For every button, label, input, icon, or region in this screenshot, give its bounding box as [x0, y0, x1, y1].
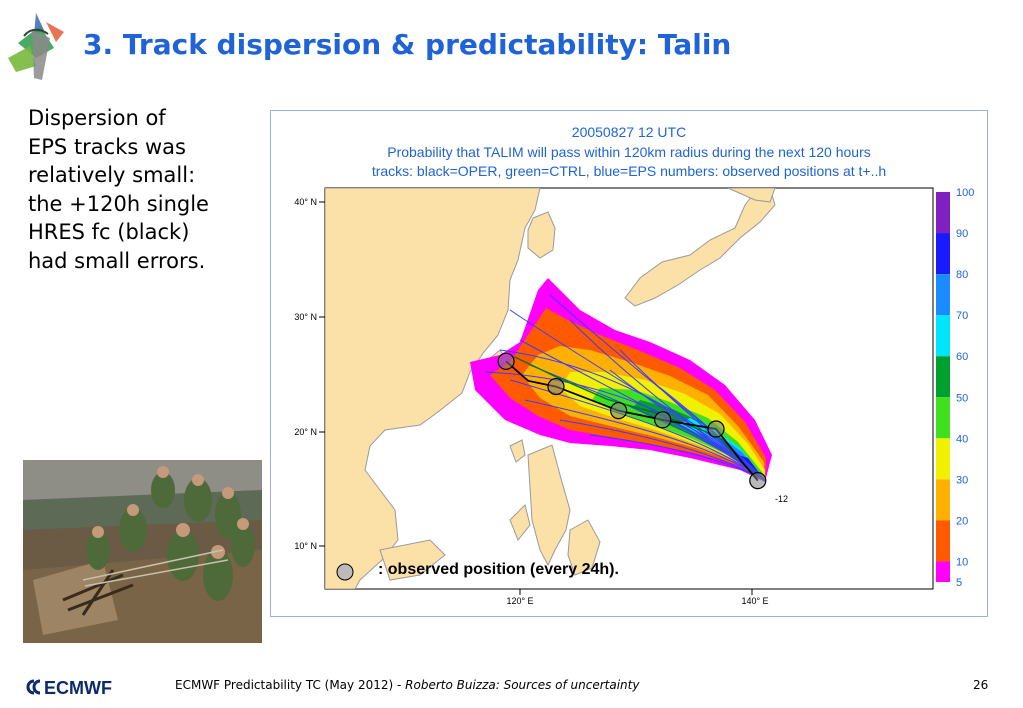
eps-track: [589, 434, 766, 481]
ecmwf-header-logo: [8, 13, 64, 80]
figure-subtitle: Probability that TALIM will pass within …: [387, 144, 871, 160]
colorbar-bin: [936, 315, 950, 357]
observed-position-marker: [749, 472, 767, 490]
eps-track: [509, 379, 766, 481]
observed-position-marker: [497, 352, 515, 370]
coastlines: [325, 188, 776, 589]
ctrl-track: [513, 356, 759, 479]
footer-author: Roberto Buizza: Sources of uncertainty: [405, 678, 640, 692]
colorbar-tick-label: 100: [956, 187, 974, 199]
colorbar-tick-label: 10: [956, 556, 968, 568]
ecmwf-footer-logo: ECMWF: [26, 678, 112, 697]
footer-meeting: ECMWF Predictability TC (May 2012) -: [175, 678, 406, 692]
eps-track: [559, 419, 766, 481]
figure-legend-line: tracks: black=OPER, green=CTRL, blue=EPS…: [372, 163, 886, 179]
colorbar-tick-label: 60: [956, 351, 968, 363]
eps-track: [524, 399, 766, 481]
body-line: relatively small:: [28, 163, 196, 187]
colorbar-tick-label: 5: [956, 577, 962, 589]
lon-label-140E: 140° E: [741, 596, 768, 606]
observed-position-marker: [547, 377, 565, 396]
body-line: EPS tracks was: [28, 134, 186, 159]
colorbar-tick-label: 40: [956, 433, 968, 445]
rescue-photo: [23, 460, 262, 643]
colorbar-tick-label: 90: [956, 228, 968, 240]
oper-track: [505, 360, 759, 482]
oper-track-line: [505, 360, 759, 482]
ctrl-track-line: [513, 356, 759, 479]
lat-label-10N: 10° N: [294, 541, 317, 551]
colorbar-bin: [936, 274, 950, 316]
footer-logo-text: ECMWF: [44, 678, 112, 697]
body-line: Dispersion of: [28, 106, 166, 130]
observed-position-note: : observed position (every 24h).: [378, 561, 619, 578]
lat-label-20N: 20° N: [294, 427, 317, 437]
colorbar-bin: [936, 192, 950, 234]
colorbar-bin: [936, 520, 950, 562]
colorbar-tick-label: 70: [956, 310, 968, 322]
observed-position-marker: [610, 402, 628, 420]
lat-label-40N: 40° N: [294, 197, 317, 207]
observed-position-marker: [707, 420, 725, 438]
track-number-label: -12: [775, 494, 788, 504]
colorbar-tick-label: 50: [956, 392, 968, 404]
observed-positions: [497, 352, 767, 490]
colorbar-tick-label: 30: [956, 474, 968, 486]
observed-position-marker: [654, 411, 672, 429]
footer-caption: ECMWF Predictability TC (May 2012) - Rob…: [175, 678, 639, 692]
lon-label-120E: 120° E: [506, 596, 533, 606]
colorbar-bin: [936, 479, 950, 521]
figure-date: 20050827 12 UTC: [572, 124, 686, 140]
slide-title: 3. Track dispersion & predictability: Ta…: [83, 28, 732, 61]
colorbar-tick-label: 80: [956, 269, 968, 281]
observed-position-legend-marker: [336, 563, 354, 581]
slide-body: Dispersion of EPS tracks was relatively …: [28, 104, 258, 275]
body-line: HRES fc (black): [28, 220, 190, 244]
colorbar-bin: [936, 561, 950, 582]
colorbar-bin: [936, 356, 950, 398]
body-line: the +120h single: [28, 191, 209, 216]
colorbar-bin: [936, 397, 950, 439]
colorbar-bin: [936, 233, 950, 275]
map-frame: 40° N 30° N 20° N 10° N 120° E 140° E: [294, 187, 934, 606]
page-number: 26: [973, 678, 989, 692]
plume-band-40: [592, 388, 765, 482]
lat-label-30N: 30° N: [294, 312, 317, 322]
colorbar-bin: [936, 438, 950, 480]
body-line: had small errors.: [28, 248, 206, 273]
probability-colorbar: 100 90 80 70 60 50 40 30 20 10 5: [936, 187, 974, 589]
colorbar-tick-label: 20: [956, 515, 968, 527]
probability-map-figure: 20050827 12 UTC Probability that TALIM w…: [270, 110, 988, 617]
